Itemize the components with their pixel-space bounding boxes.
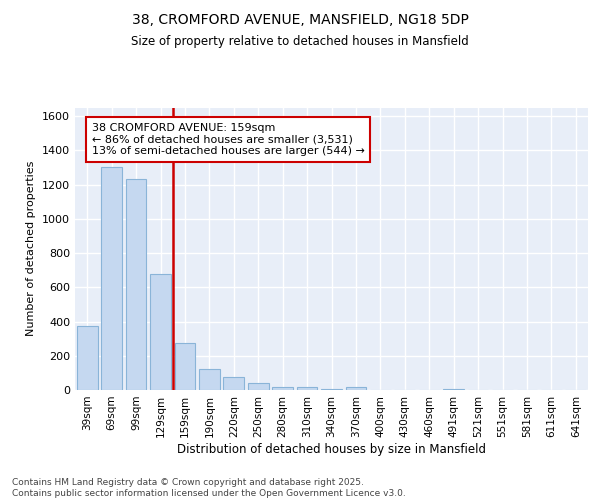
Bar: [150, 274, 171, 390]
Text: Contains HM Land Registry data © Crown copyright and database right 2025.
Contai: Contains HM Land Registry data © Crown c…: [12, 478, 406, 498]
Bar: [443, 389, 464, 390]
Y-axis label: Number of detached properties: Number of detached properties: [26, 161, 37, 336]
Bar: [296, 388, 317, 390]
Bar: [101, 168, 122, 390]
Bar: [125, 180, 146, 390]
Text: 38 CROMFORD AVENUE: 159sqm
← 86% of detached houses are smaller (3,531)
13% of s: 38 CROMFORD AVENUE: 159sqm ← 86% of deta…: [92, 123, 364, 156]
Bar: [175, 343, 196, 390]
Bar: [248, 383, 269, 390]
X-axis label: Distribution of detached houses by size in Mansfield: Distribution of detached houses by size …: [177, 442, 486, 456]
Text: Size of property relative to detached houses in Mansfield: Size of property relative to detached ho…: [131, 35, 469, 48]
Bar: [199, 370, 220, 390]
Bar: [346, 388, 367, 390]
Text: 38, CROMFORD AVENUE, MANSFIELD, NG18 5DP: 38, CROMFORD AVENUE, MANSFIELD, NG18 5DP: [131, 12, 469, 26]
Bar: [272, 386, 293, 390]
Bar: [77, 326, 98, 390]
Bar: [321, 389, 342, 390]
Bar: [223, 377, 244, 390]
